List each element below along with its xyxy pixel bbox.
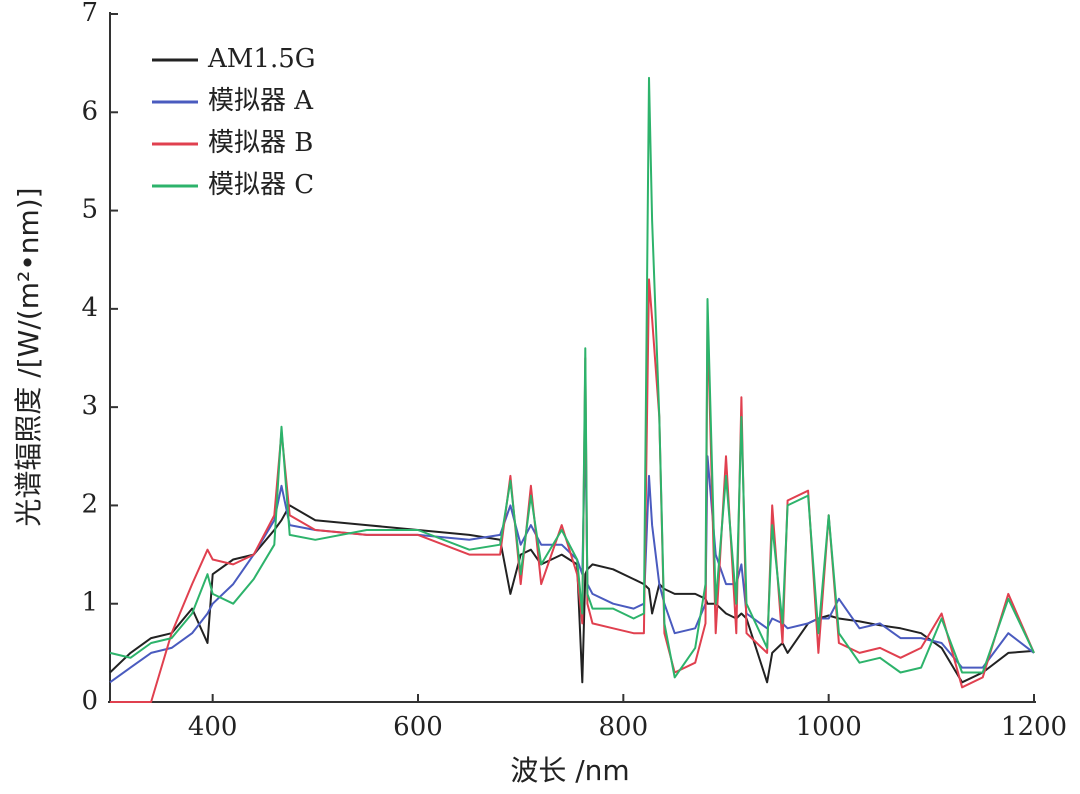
x-axis-title: 波长 /nm [510,754,629,787]
y-axis-title: 光谱辐照度 /[W/(m²•nm)] [12,187,45,526]
x-tick-label: 800 [599,712,649,742]
series-line [109,76,1035,679]
legend-label: AM1.5G [207,44,316,74]
legend-label: 模拟器 B [208,128,313,158]
y-tick-label: 3 [81,391,98,421]
y-tick-label: 1 [81,588,98,618]
x-tick-label: 1000 [796,712,862,742]
y-tick-label: 7 [81,0,98,28]
x-tick-label: 400 [188,712,238,742]
y-tick-label: 4 [81,293,98,323]
series-line [109,425,1035,684]
x-tick-label: 1200 [1001,712,1067,742]
y-tick-label: 0 [81,686,98,716]
series-line [110,278,1035,703]
y-tick-label: 2 [81,489,98,519]
y-tick-label: 6 [81,96,98,126]
x-tick-label: 600 [393,712,443,742]
legend-label: 模拟器 C [208,170,314,200]
y-tick-label: 5 [81,195,98,225]
legend-label: 模拟器 A [208,86,314,116]
